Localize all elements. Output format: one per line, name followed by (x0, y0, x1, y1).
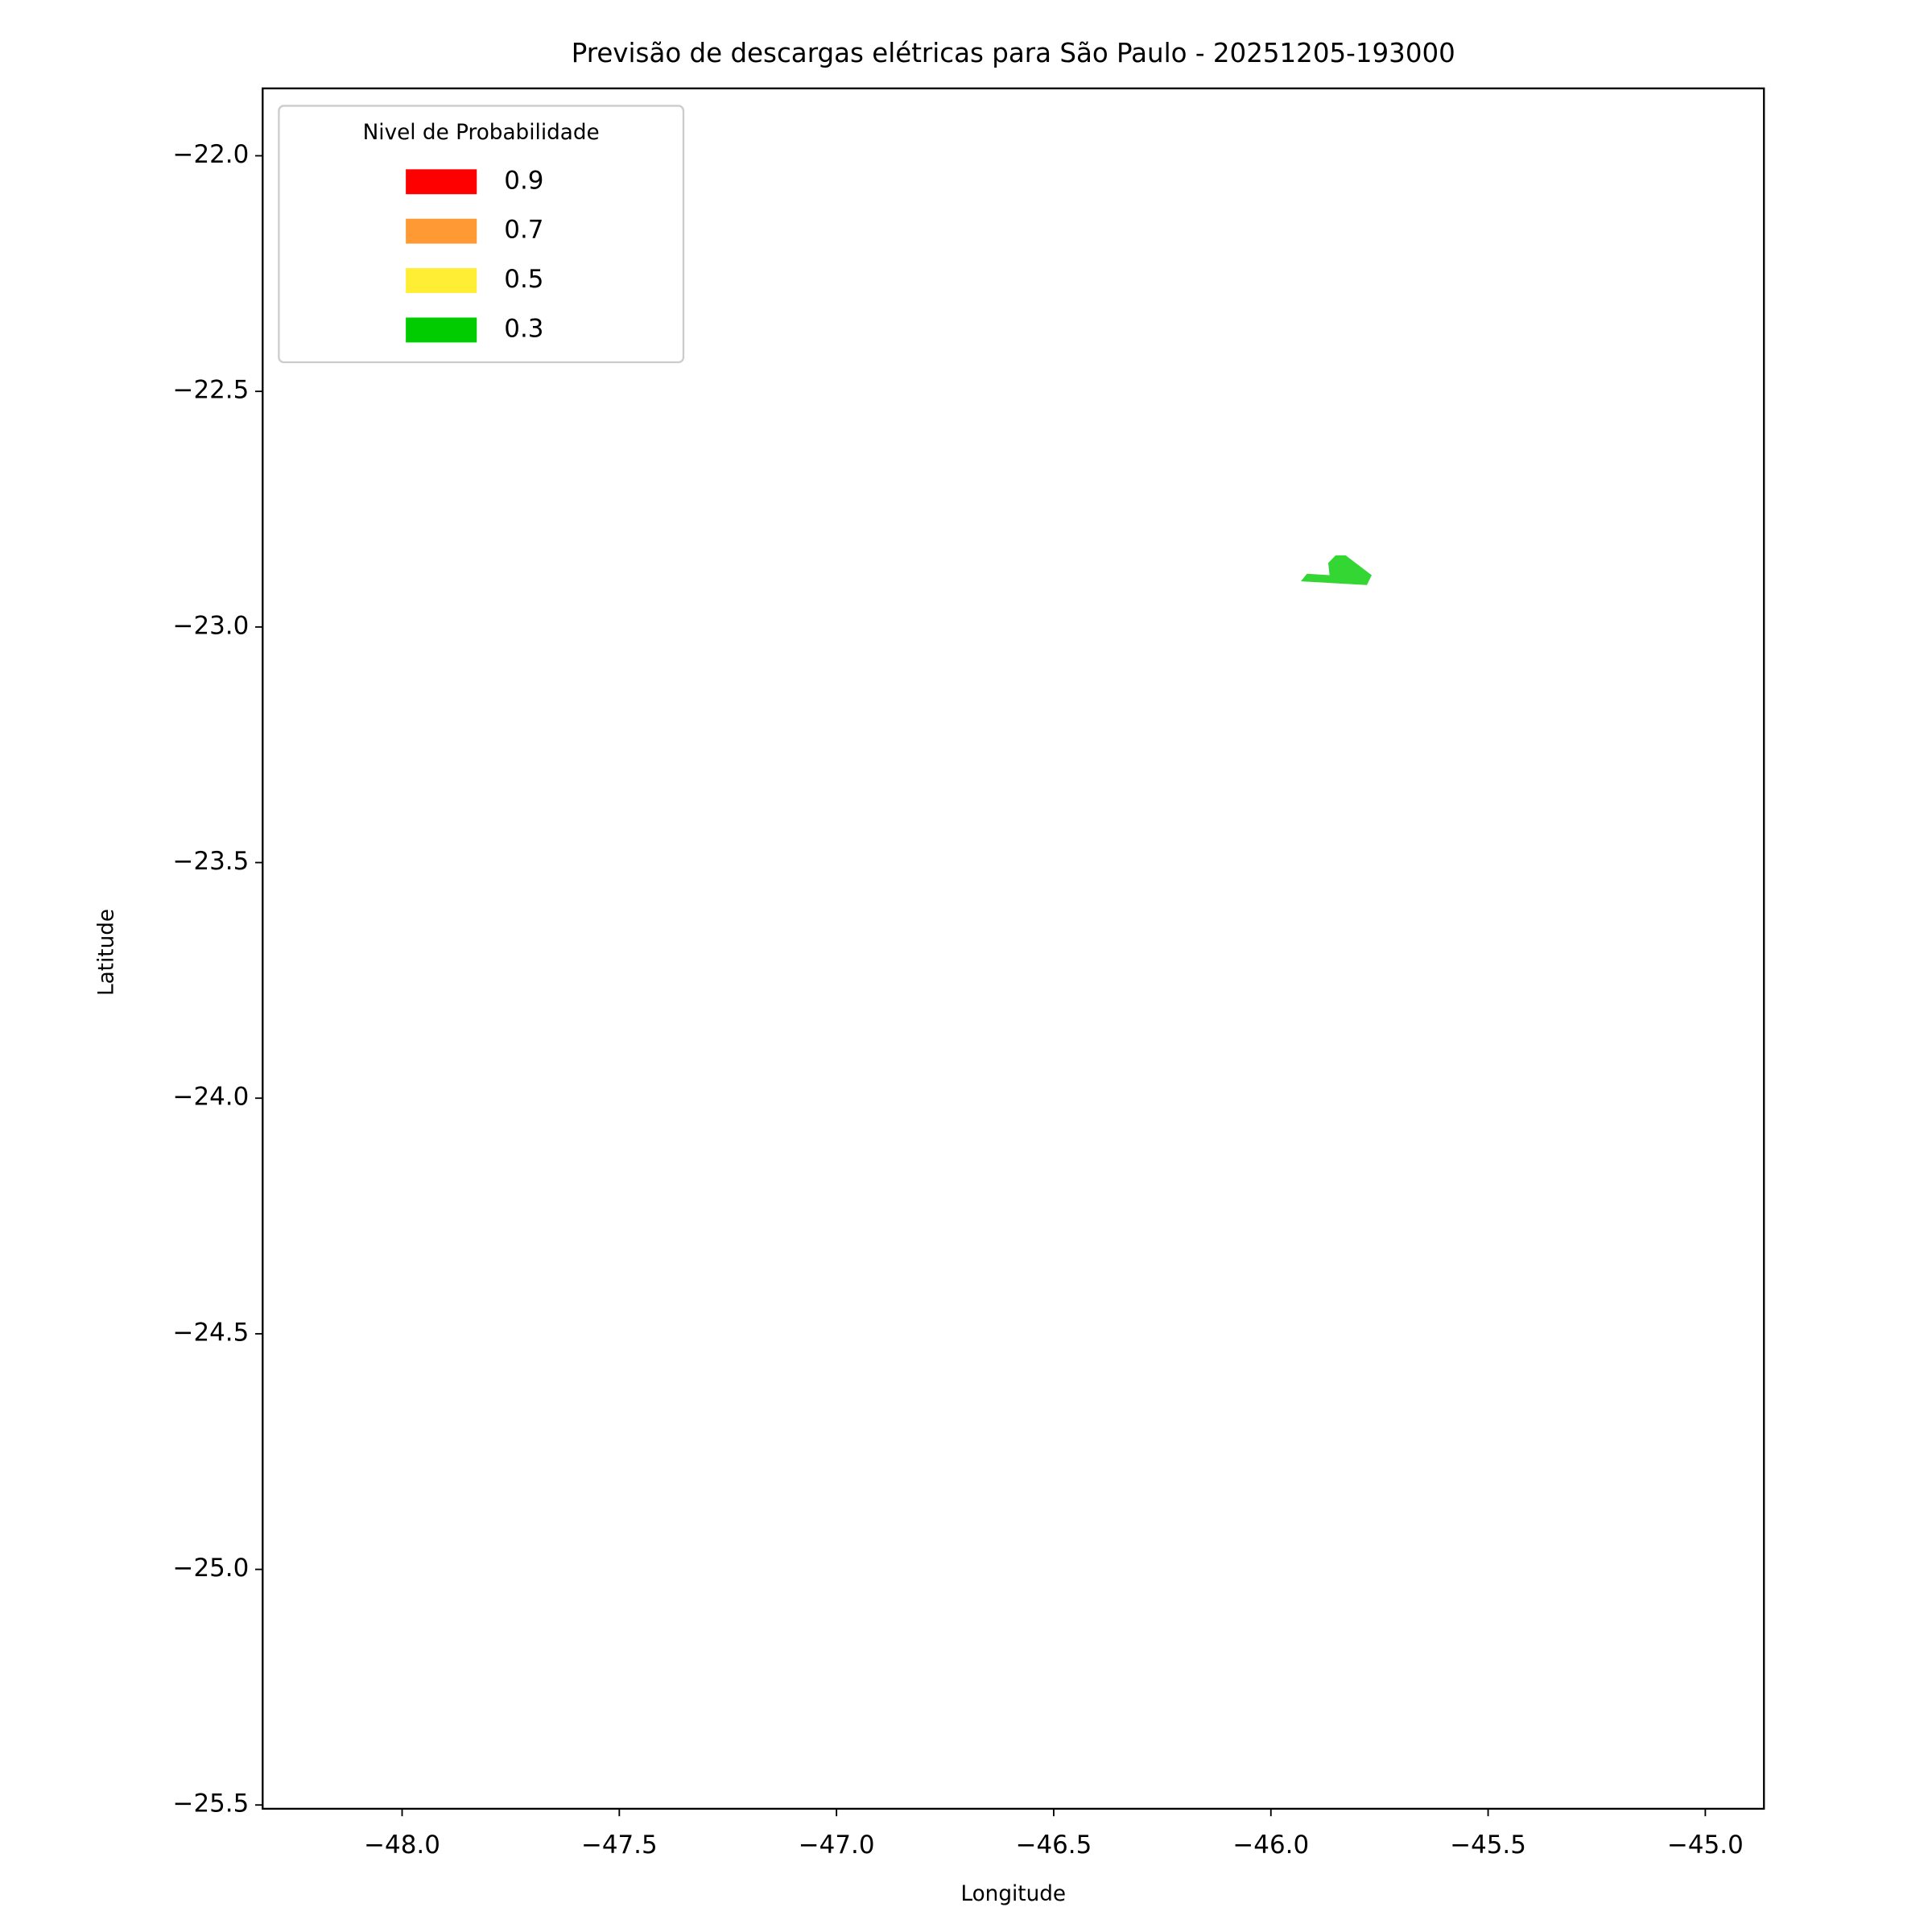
y-tick-label: −25.0 (173, 1554, 250, 1583)
x-tick-label: −45.5 (1450, 1831, 1526, 1860)
legend-label: 0.9 (504, 166, 543, 195)
x-tick-label: −48.0 (364, 1831, 440, 1860)
legend-box (278, 105, 685, 364)
legend-label: 0.3 (504, 314, 543, 343)
y-tick-label: −22.0 (173, 140, 250, 169)
x-tick-label: −46.0 (1232, 1831, 1309, 1860)
chart-title: Previsão de descargas elétricas para São… (572, 38, 1455, 68)
legend-swatch (406, 169, 477, 195)
x-tick-label: −47.0 (799, 1831, 875, 1860)
legend-title: Nivel de Probabilidade (363, 121, 600, 145)
legend-swatch (406, 218, 477, 244)
y-tick-label: −23.0 (173, 611, 250, 640)
y-tick-label: −23.5 (173, 847, 250, 876)
plot-frame (262, 87, 1765, 1810)
x-tick-label: −46.5 (1016, 1831, 1092, 1860)
y-tick-label: −22.5 (173, 376, 250, 405)
storm-area (1300, 555, 1372, 585)
x-tick-label: −47.5 (581, 1831, 658, 1860)
y-axis-label: Latitude (94, 909, 118, 996)
y-tick-label: −24.0 (173, 1083, 250, 1112)
x-tick-label: −45.0 (1667, 1831, 1744, 1860)
legend-label: 0.5 (504, 265, 543, 294)
legend-label: 0.7 (504, 216, 543, 245)
y-tick-label: −25.5 (173, 1790, 250, 1818)
legend-swatch (406, 317, 477, 343)
y-tick-label: −24.5 (173, 1318, 250, 1347)
legend-swatch (406, 268, 477, 294)
x-axis-label: Longitude (960, 1882, 1066, 1906)
